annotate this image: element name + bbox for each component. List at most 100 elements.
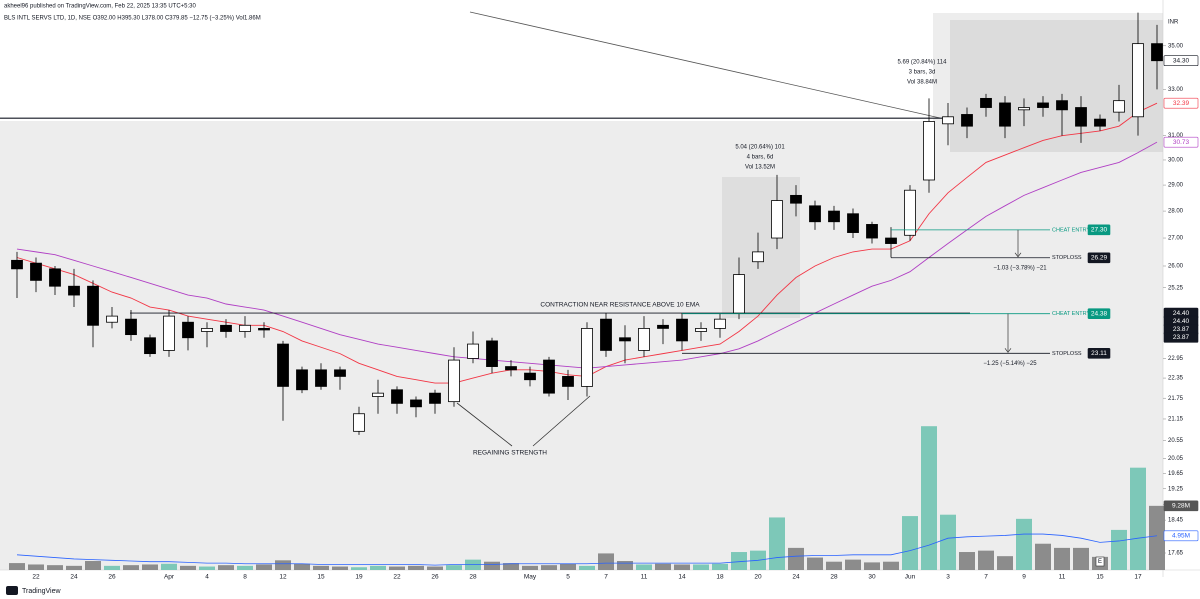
volume-bar [864,562,880,570]
level-label: STOPLOSS [1052,351,1082,357]
candle-body [1094,118,1106,127]
candle-body [486,340,498,367]
candle-body [524,372,536,381]
y-tick-label: 20.05 [1168,456,1184,462]
candle-body [581,327,593,387]
candle-body [1132,43,1144,118]
y-tick-label: 22.95 [1168,356,1184,362]
y-tick-label: 26.00 [1168,264,1184,270]
price-mark [1163,332,1199,343]
last-price [1163,55,1199,67]
candle-body [106,315,118,323]
level-value [1087,308,1111,319]
candle-body [334,369,346,377]
annotation: REGAINING STRENGTH [473,450,547,457]
candle-body [1113,100,1125,113]
volume-ma [16,533,1158,566]
price-mark-text: 23.87 [1173,326,1190,333]
x-tick-label: 30 [868,574,876,581]
candle-body [68,285,80,296]
candle-body [657,324,669,329]
candle-body [87,285,99,326]
candle-body [771,200,783,239]
candle-body [942,116,954,125]
volume-bar [180,565,196,570]
candle-body [600,318,612,351]
y-tick-label: 28.00 [1168,209,1184,215]
x-tick-label: 11 [641,574,648,581]
y-tick-label: 33.00 [1168,87,1184,93]
volume-bar [85,561,101,570]
measure-label: 4 bars, 6d [747,155,774,161]
x-tick-label: 24 [70,574,78,581]
candle-body [847,213,859,233]
candle-body [1075,107,1087,127]
volume-bar [446,565,462,570]
y-tick-label: 19.65 [1168,471,1184,477]
y-tick-label: 27.00 [1168,236,1184,242]
volume-bar [1016,518,1032,570]
volume-bar [370,565,386,570]
x-tick-label: 18 [716,574,724,581]
candle-body [562,376,574,387]
y-tick-label: 21.15 [1168,417,1184,423]
volume-ma-value-text: 4.95M [1172,532,1190,539]
candle-body [296,369,308,391]
volume-bar [826,561,842,570]
level-value-text: 26.29 [1091,254,1108,261]
risk-arrowhead [1004,348,1012,353]
candle-body [315,369,327,387]
x-tick-label: 28 [830,574,838,581]
level-label: CHEAT ENTRY [1052,227,1091,233]
attribution: akheel96 published on TradingView.com, F… [4,4,197,10]
y-tick-label: 17.65 [1168,551,1184,557]
measure-label: 5.04 (20.64%) 101 [735,145,785,151]
candle-body [752,251,764,263]
level-label: CHEAT ENTRY [1052,311,1091,317]
volume-bar [66,565,82,570]
volume-bar [503,563,519,570]
candle-body [714,318,726,329]
measure-label: 3 bars, 3d [909,70,936,76]
candle-body [1037,102,1049,108]
level-value-text: 27.30 [1091,227,1108,234]
candle-body [1018,107,1030,111]
volume-bar [693,564,709,570]
ma-value [1163,97,1199,109]
risk-arrowhead [1014,252,1022,258]
y-tick-label: 18.45 [1168,518,1184,524]
candle-body [923,121,935,181]
candle-body [1056,100,1068,111]
volume-bar [902,516,918,570]
candle-body [125,318,137,336]
ma-value-text: 32.39 [1173,100,1190,107]
volume-bar [978,550,994,570]
volume-bar [427,566,443,570]
candle-body [372,392,384,397]
last-price-text: 34.30 [1173,57,1190,64]
candle-body [638,327,650,351]
candle-body [695,327,707,332]
logo: TradingView [22,588,61,595]
level-value [1087,224,1111,236]
x-tick-label: 4 [205,574,209,581]
candle-body [30,262,42,281]
volume-bar [1073,547,1089,570]
x-tick-label: 22 [393,574,401,581]
level-value-text: 23.11 [1091,350,1107,357]
y-tick-label: 19.25 [1168,486,1184,492]
volume-bar [1054,547,1070,570]
volume-bar [712,563,728,570]
x-tick-label: 15 [1096,574,1104,581]
volume-bar [123,565,139,570]
currency: INR [1168,20,1179,26]
x-tick-label: 24 [792,574,800,581]
candle-body [866,224,878,239]
x-tick-label: May [524,574,537,581]
volume-bar [351,567,367,570]
candle-body [467,343,479,359]
candle-body [828,210,840,223]
annotation: CONTRACTION NEAR RESISTANCE ABOVE 10 EMA [540,302,700,309]
y-tick-label: 20.55 [1168,438,1184,444]
